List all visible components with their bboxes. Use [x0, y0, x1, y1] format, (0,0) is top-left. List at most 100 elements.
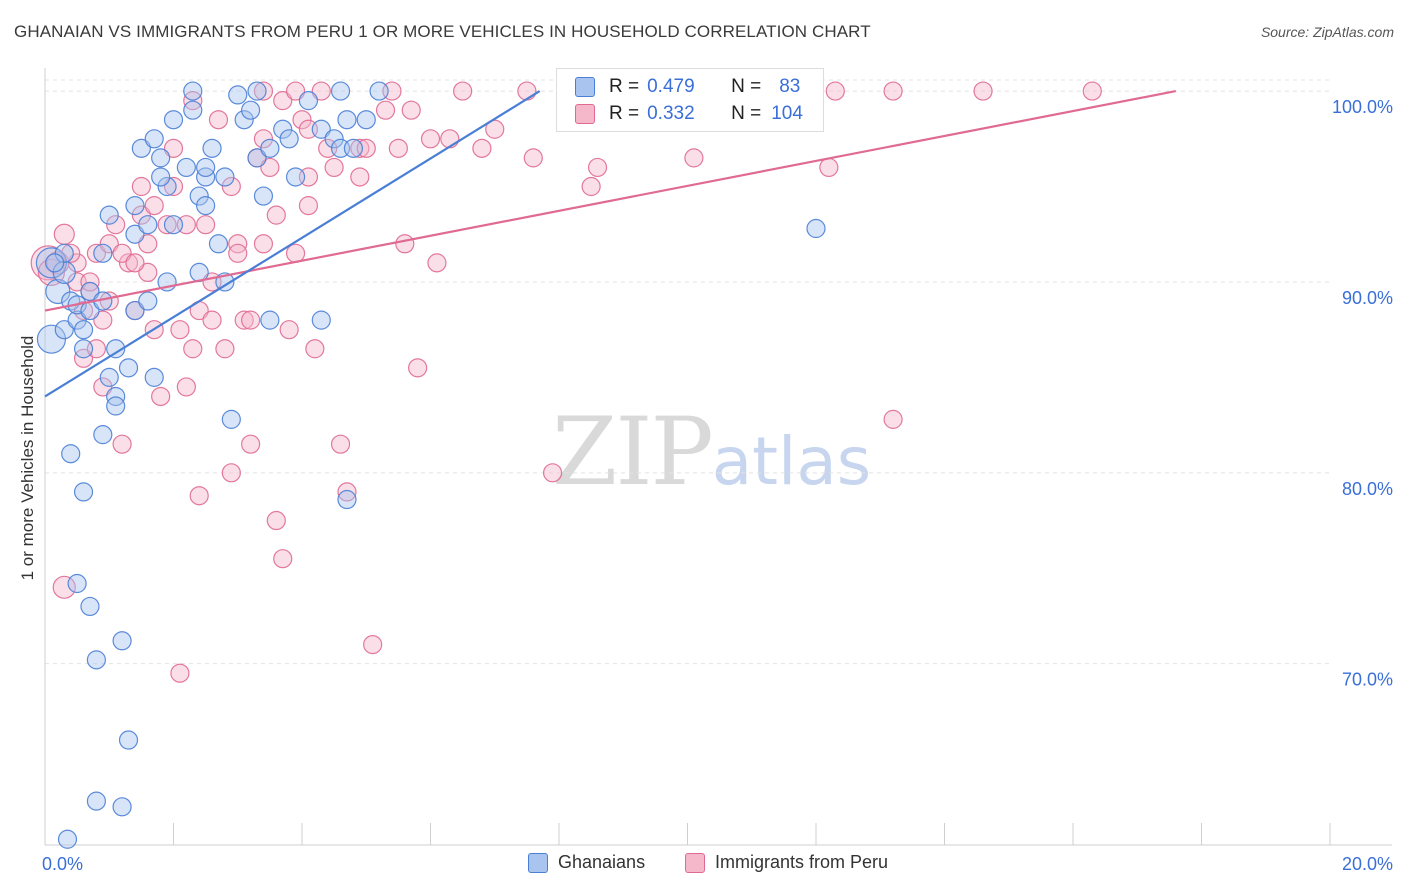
ghanaians-point	[52, 260, 76, 285]
peru-point	[106, 215, 126, 235]
ghanaians-point	[369, 81, 389, 101]
peru-point	[221, 176, 241, 197]
ghanaians-n-label: N =	[731, 76, 762, 97]
peru-point	[67, 253, 87, 273]
peru-point	[99, 234, 119, 254]
ghanaians-point	[260, 310, 280, 330]
ghanaians-point	[144, 367, 164, 387]
y-axis-title: 1 or more Vehicles in Household	[18, 336, 37, 581]
ghanaians-point	[196, 196, 216, 216]
peru-point	[273, 549, 293, 569]
peru-point	[292, 110, 312, 130]
ghanaians-swatch	[575, 77, 595, 97]
ghanaians-point	[125, 224, 145, 244]
ghanaians-point	[247, 148, 267, 168]
peru-point	[125, 253, 145, 273]
ghanaians-point	[253, 186, 274, 206]
peru-point	[273, 91, 293, 111]
peru-point	[241, 434, 261, 454]
ghanaians-point	[343, 138, 363, 158]
peru-point	[202, 310, 222, 330]
ghanaians-point	[324, 129, 344, 149]
legend-item-peru[interactable]: Immigrants from Peru	[685, 852, 888, 873]
ghanaians-point	[330, 81, 351, 101]
ghanaians-point	[806, 218, 826, 239]
ghanaians-point	[93, 243, 113, 263]
ghanaians-point	[208, 234, 229, 254]
axes	[44, 68, 1392, 846]
peru-point	[1082, 81, 1102, 101]
ghanaians-point	[189, 186, 209, 206]
peru-point	[112, 243, 132, 263]
peru-point	[427, 253, 447, 273]
peru-point	[363, 634, 383, 655]
peru-point	[375, 100, 396, 120]
peru-point	[196, 215, 216, 235]
peru-point	[825, 81, 845, 101]
peru-point	[234, 310, 254, 330]
ghanaians-point	[356, 110, 376, 130]
ghanaians-point	[311, 310, 331, 330]
ghanaians-point	[118, 358, 139, 378]
watermark: ZIPatlas	[552, 398, 871, 507]
peru-point	[170, 663, 190, 683]
peru-point	[324, 157, 344, 178]
ghanaians-point	[157, 176, 177, 197]
ghanaians-point	[183, 81, 203, 101]
peru-point	[189, 486, 209, 506]
legend-peru-label: Immigrants from Peru	[715, 852, 889, 872]
peru-point	[215, 339, 235, 359]
peru-point	[260, 157, 280, 178]
peru-n-value: 104	[771, 103, 803, 124]
peru-point	[298, 196, 319, 216]
peru-point	[311, 81, 331, 101]
source-label: Source: ZipAtlas.com	[1260, 24, 1394, 40]
ghanaians-point	[67, 573, 87, 594]
ghanaians-point	[163, 110, 184, 130]
peru-point	[138, 234, 158, 254]
peru-point	[138, 262, 158, 283]
peru-point	[388, 138, 408, 158]
peru-point	[266, 510, 286, 531]
peru-point	[208, 110, 229, 130]
ghanaians-point	[228, 85, 248, 105]
peru-point	[350, 167, 370, 187]
peru-point	[228, 243, 248, 263]
ghanaians-point	[196, 157, 216, 178]
peru-point	[485, 119, 505, 139]
peru-point	[53, 223, 75, 245]
peru-point	[266, 205, 286, 225]
ghanaians-point	[163, 215, 184, 235]
x-tick-label-min: 0.0%	[42, 854, 83, 874]
ghanaians-point	[183, 100, 203, 120]
legend-item-ghanaians[interactable]: Ghanaians	[528, 852, 645, 873]
peru-point	[883, 409, 903, 429]
peru-point	[61, 243, 81, 263]
ghanaians-point	[61, 444, 81, 464]
peru-r-value: 0.332	[647, 103, 695, 124]
ghanaians-r-value: 0.479	[647, 76, 695, 97]
peru-point	[163, 138, 184, 158]
ghanaians-point	[273, 119, 293, 139]
peru-point	[170, 320, 190, 340]
ghanaians-point	[215, 167, 235, 187]
peru-point	[883, 81, 903, 101]
ghanaians-point	[67, 310, 87, 330]
peru-point	[285, 81, 306, 101]
ghanaians-point	[279, 129, 299, 149]
peru-point	[144, 196, 164, 216]
peru-point	[401, 100, 421, 120]
peru-point	[86, 243, 107, 263]
peru-point	[542, 463, 563, 483]
y-tick-label: 90.0%	[1342, 288, 1393, 308]
ghanaians-point	[202, 138, 222, 158]
peru-n-label: N =	[731, 103, 762, 124]
ghanaians-point	[285, 167, 306, 187]
ghanaians-trend-line	[44, 90, 541, 398]
ghanaians-point	[298, 91, 319, 111]
ghanaians-point	[99, 205, 119, 225]
legend: Ghanaians Immigrants from Peru	[0, 852, 1406, 878]
ghanaians-point	[73, 320, 94, 340]
legend-peru-swatch	[685, 852, 705, 873]
ghanaians-point	[36, 324, 67, 354]
